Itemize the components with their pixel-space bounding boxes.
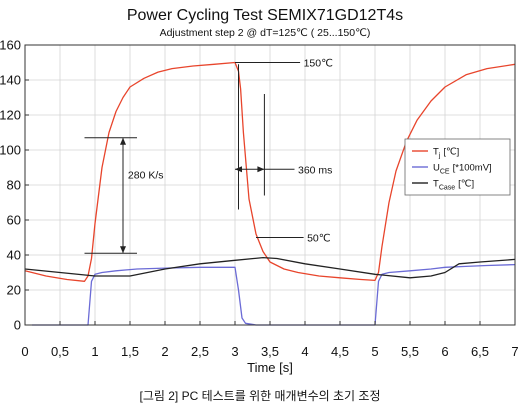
x-tick-label: 0,5: [51, 344, 69, 359]
x-tick-label: 6,5: [471, 344, 489, 359]
x-axis-ticks: 0 0,5 1 1,5 2 2,5 3 3,5 4 4,5 5 5,5 6 6,5 7: [21, 321, 519, 359]
x-axis-label: Time [s]: [247, 360, 293, 375]
y-axis-ticks: 0 20 40 60 80 100 120 140 160: [0, 38, 29, 333]
x-tick-label: 5: [371, 344, 378, 359]
chart-title: Power Cycling Test SEMIX71GD12T4s: [127, 7, 403, 24]
x-tick-label: 1,5: [121, 344, 139, 359]
y-tick-label: 100: [0, 143, 21, 158]
tj-series-line: [24, 61, 516, 282]
annot-150-label: 150℃: [304, 58, 333, 70]
y-tick-label: 120: [0, 108, 21, 123]
legend-item-uce: UCE [*100mV]: [412, 163, 492, 176]
x-tick-label: 2,5: [191, 344, 209, 359]
legend-item-tj: Tj [℃]: [412, 147, 459, 160]
annotations: 150℃ 280 K/s 360 ms 50℃: [84, 58, 333, 254]
x-tick-label: 5,5: [401, 344, 419, 359]
annot-280-label: 280 K/s: [128, 170, 164, 182]
data-lines: [24, 61, 516, 326]
y-tick-label: 80: [7, 178, 21, 193]
legend-label: Tj [℃]: [433, 147, 459, 160]
chart-subtitle: Adjustment step 2 @ dT=125℃ ( 25...150℃): [160, 27, 371, 39]
legend-label: TCase [℃]: [433, 179, 474, 192]
x-tick-label: 3: [231, 344, 238, 359]
annot-280-arrowhead-up: [120, 137, 126, 145]
x-tick-label: 1: [91, 344, 98, 359]
x-tick-label: 7: [511, 344, 518, 359]
y-tick-label: 60: [7, 213, 21, 228]
y-tick-label: 140: [0, 73, 21, 88]
x-tick-label: 3,5: [261, 344, 279, 359]
annot-360-arrowhead-right: [257, 166, 265, 173]
tcase-series-line: [24, 256, 516, 279]
annot-360-label: 360 ms: [298, 164, 332, 176]
x-tick-label: 4: [301, 344, 308, 359]
x-tick-label: 2: [161, 344, 168, 359]
legend-item-tcase: TCase [℃]: [412, 179, 474, 192]
uce-series-line: [32, 263, 516, 326]
y-tick-label: 160: [0, 38, 21, 53]
x-tick-label: 0: [21, 344, 28, 359]
y-tick-label: 0: [14, 318, 21, 333]
grid-lines: [24, 44, 516, 326]
annot-50-label: 50℃: [307, 233, 330, 245]
x-tick-label: 4,5: [331, 344, 349, 359]
legend-label: UCE [*100mV]: [433, 163, 492, 176]
annot-360-arrowhead-left: [235, 166, 242, 173]
x-tick-label: 6: [441, 344, 448, 359]
annot-280-arrowhead-down: [120, 246, 126, 254]
figure-caption: [그림 2] PC 테스트를 위한 매개변수의 초기 조정: [139, 389, 380, 403]
y-tick-label: 20: [7, 283, 21, 298]
legend: Tj [℃] UCE [*100mV] TCase [℃]: [404, 138, 511, 196]
y-tick-label: 40: [7, 248, 21, 263]
